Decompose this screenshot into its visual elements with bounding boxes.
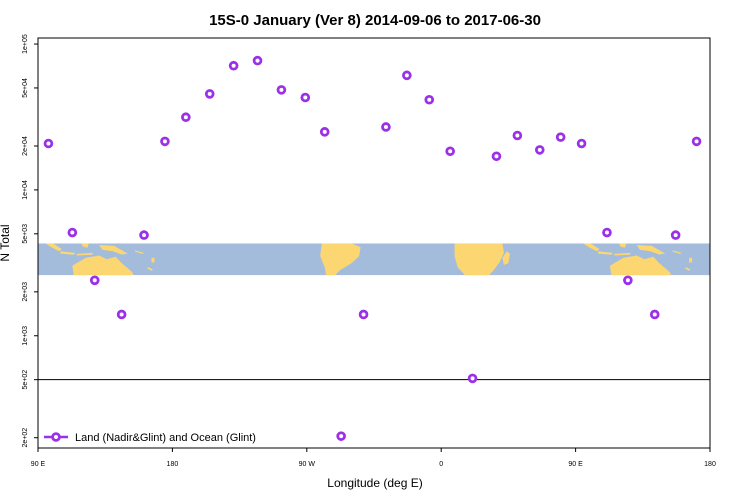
land-sumatra-west xyxy=(45,243,62,252)
land-lesser-sunda-east xyxy=(614,252,631,256)
data-point xyxy=(576,138,587,149)
x-tick-label: 90 E xyxy=(568,461,583,468)
data-point xyxy=(43,138,54,149)
land-solomons-west xyxy=(135,250,144,254)
data-point xyxy=(89,275,100,286)
land-java-west xyxy=(60,251,76,255)
data-point xyxy=(534,145,545,155)
data-point xyxy=(402,70,412,81)
x-tick-label: 180 xyxy=(704,461,716,468)
data-point xyxy=(252,55,263,66)
data-point xyxy=(67,227,78,238)
data-point xyxy=(445,146,455,157)
data-point xyxy=(139,230,149,240)
y-tick-label: 5e+04 xyxy=(22,78,29,98)
legend-label: Land (Nadir&Glint) and Ocean (Glint) xyxy=(75,432,256,444)
legend: Land (Nadir&Glint) and Ocean (Glint) xyxy=(44,432,256,444)
x-tick-label: 90 E xyxy=(31,461,46,468)
y-axis-label: N Total xyxy=(0,224,12,261)
land-south-america xyxy=(320,243,361,276)
data-point xyxy=(512,130,523,141)
land-sulawesi-west xyxy=(81,243,89,248)
data-point xyxy=(358,309,369,320)
land-new-guinea-east xyxy=(636,245,666,255)
data-point xyxy=(336,431,346,441)
y-tick-label: 2e+04 xyxy=(22,136,29,156)
data-point xyxy=(160,136,170,147)
y-tick-label: 5e+03 xyxy=(22,224,29,244)
land-sumatra-east xyxy=(583,243,600,252)
x-axis-label: Longitude (deg E) xyxy=(327,476,422,490)
y-tick-label: 2e+03 xyxy=(22,282,29,302)
legend-marker-swatch xyxy=(51,432,61,442)
data-point xyxy=(623,275,633,286)
land-new-guinea-west xyxy=(99,245,128,255)
y-tick-label: 1e+03 xyxy=(22,326,29,346)
data-point xyxy=(381,122,391,132)
data-point xyxy=(555,132,566,142)
y-axis: 2e+02 5e+02 1e+03 2e+03 5e+03 1e+04 2e+04 5e+04… xyxy=(22,34,38,448)
data-point xyxy=(491,151,502,162)
y-tick-label: 1e+05 xyxy=(22,34,29,54)
data-point xyxy=(602,227,612,238)
chart-title: 15S-0 January (Ver 8) 2014-09-06 to 2017… xyxy=(209,12,541,29)
land-madagascar xyxy=(502,251,510,265)
data-point xyxy=(204,89,215,99)
data-point xyxy=(319,127,330,137)
land-solomons-east xyxy=(672,250,682,254)
land-vanuatu-fiji-east xyxy=(689,257,693,263)
data-point xyxy=(691,136,702,147)
x-axis: 90 E 180 90 W 0 90 E 180 xyxy=(31,448,716,468)
y-tick-label: 2e+02 xyxy=(22,428,29,448)
data-point xyxy=(424,94,435,105)
data-point xyxy=(276,85,287,95)
land-sulawesi-east xyxy=(618,243,627,248)
data-point xyxy=(649,309,660,320)
data-point xyxy=(467,373,478,384)
data-point xyxy=(181,112,191,123)
data-points xyxy=(43,55,702,441)
data-point xyxy=(116,309,127,320)
y-tick-label: 5e+02 xyxy=(22,370,29,390)
land-new-caledonia-west xyxy=(147,267,153,271)
data-point xyxy=(670,230,681,240)
data-point xyxy=(228,60,239,71)
land-australia-west xyxy=(72,255,134,276)
x-tick-label: 90 W xyxy=(299,461,316,468)
plot-frame xyxy=(37,37,711,449)
x-tick-label: 180 xyxy=(167,461,179,468)
land-new-caledonia-east xyxy=(684,267,691,271)
data-point xyxy=(300,92,311,103)
ocean-background xyxy=(38,243,710,276)
land-vanuatu-fiji-west xyxy=(151,257,155,263)
land-africa xyxy=(454,243,504,276)
land-java-east xyxy=(598,251,613,255)
world-map-band xyxy=(38,243,710,276)
land-australia-east xyxy=(609,255,672,276)
land-lesser-sunda-west xyxy=(76,252,94,256)
x-tick-label: 0 xyxy=(439,461,443,468)
y-tick-label: 1e+04 xyxy=(22,180,29,200)
